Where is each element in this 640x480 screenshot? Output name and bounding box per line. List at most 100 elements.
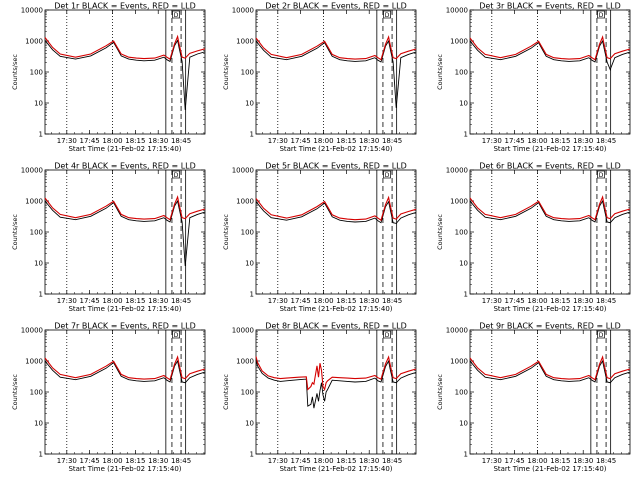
chart-title: Det 7r BLACK = Events, RED = LLD [54,322,196,331]
y-tick-label: 100 [455,229,468,237]
chart-title: Det 6r BLACK = Events, RED = LLD [479,162,621,171]
chart-title: Det 4r BLACK = Events, RED = LLD [54,162,196,171]
x-tick-label: 17:30 [268,297,288,305]
x-tick-label: 17:45 [291,457,311,465]
x-tick-label: 18:15 [550,137,570,145]
series-events-line [44,199,206,267]
y-tick-label: 10 [459,260,468,268]
y-axis-label: Counts/sec [11,214,19,250]
y-tick-label: 1000 [236,38,254,46]
series-events-line [44,359,206,384]
y-tick-label: 1 [39,451,43,459]
y-tick-label: 10 [34,100,43,108]
chart-title: Det 8r BLACK = Events, RED = LLD [265,322,407,331]
x-tick-label: 17:45 [505,297,525,305]
x-tick-label: 18:00 [102,457,122,465]
panel-det-2: Det 2r BLACK = Events, RED = LLD 1 10 100 10… [222,2,417,153]
y-tick-label: 100 [241,69,254,77]
marker-box [172,10,180,19]
y-tick-label: 10000 [232,167,254,175]
chart-title: Det 3r BLACK = Events, RED = LLD [479,2,621,11]
x-tick-label: 17:30 [57,137,77,145]
y-tick-label: 1 [39,131,43,139]
marker-box [597,170,605,179]
y-tick-label: 100 [455,389,468,397]
marker-label: D [385,172,390,179]
y-tick-label: 1000 [236,358,254,366]
y-tick-label: 1000 [450,198,468,206]
panel-det-1: Det 1r BLACK = Events, RED = LLD 1 10 100 10… [11,2,206,153]
y-tick-label: 1 [250,291,254,299]
x-tick-label: 18:00 [527,297,547,305]
x-tick-label: 17:30 [268,457,288,465]
x-tick-label: 18:45 [596,297,616,305]
y-tick-label: 1 [464,451,468,459]
chart-title: Det 9r BLACK = Events, RED = LLD [479,322,621,331]
x-tick-label: 18:00 [527,457,547,465]
y-tick-label: 10 [34,420,43,428]
y-tick-label: 10000 [21,327,43,335]
y-tick-label: 100 [30,389,43,397]
x-tick-label: 18:30 [573,297,593,305]
marker-box [597,330,605,339]
series-lld-line [469,355,631,381]
x-axis-label: Start Time (21-Feb-02 17:15:40) [493,465,606,473]
y-tick-label: 10 [245,260,254,268]
x-tick-label: 18:45 [596,137,616,145]
x-tick-label: 18:45 [382,137,402,145]
y-tick-label: 100 [30,229,43,237]
y-tick-label: 10000 [446,327,468,335]
x-tick-label: 18:30 [359,137,379,145]
x-tick-label: 17:45 [80,137,100,145]
x-tick-label: 18:00 [313,137,333,145]
y-tick-label: 1000 [25,38,43,46]
marker-box [172,330,180,339]
x-tick-label: 17:30 [482,297,502,305]
y-tick-label: 10 [245,420,254,428]
x-tick-label: 17:30 [482,137,502,145]
panel-det-8: Det 8r BLACK = Events, RED = LLD 1 10 100 10… [222,322,417,473]
series-lld-line [44,355,206,381]
x-tick-label: 18:45 [596,457,616,465]
panel-det-3: Det 3r BLACK = Events, RED = LLD 1 10 100 10… [436,2,631,153]
x-tick-label: 17:30 [482,457,502,465]
x-tick-label: 18:00 [313,457,333,465]
x-tick-label: 17:45 [291,137,311,145]
marker-box [597,10,605,19]
x-axis-label: Start Time (21-Feb-02 17:15:40) [68,145,181,153]
panel-det-9: Det 9r BLACK = Events, RED = LLD 1 10 100 10… [436,322,631,473]
y-tick-label: 100 [30,69,43,77]
series-lld-line [44,34,206,60]
y-axis-label: Counts/sec [11,374,19,410]
panel-det-6: Det 6r BLACK = Events, RED = LLD 1 10 100 10… [436,162,631,313]
marker-label: D [599,172,604,179]
series-lld-line [469,35,631,61]
marker-label: D [385,332,390,339]
x-tick-label: 18:15 [550,457,570,465]
x-tick-label: 18:45 [382,457,402,465]
y-tick-label: 100 [241,229,254,237]
chart-title: Det 5r BLACK = Events, RED = LLD [265,162,407,171]
x-tick-label: 18:30 [148,457,168,465]
x-tick-label: 18:30 [573,137,593,145]
series-lld-line [469,195,631,221]
x-tick-label: 18:15 [336,297,356,305]
y-axis-label: Counts/sec [222,214,230,250]
y-tick-label: 10 [34,260,43,268]
x-tick-label: 18:30 [359,457,379,465]
y-tick-label: 100 [241,389,254,397]
marker-label: D [385,12,390,19]
y-axis-label: Counts/sec [436,374,444,410]
y-tick-label: 10000 [21,7,43,15]
y-tick-label: 1 [250,451,254,459]
y-tick-label: 100 [455,69,468,77]
y-tick-label: 10000 [446,167,468,175]
y-tick-label: 10 [245,100,254,108]
series-events-line [44,39,206,110]
series-events-line [255,39,417,108]
y-tick-label: 1 [39,291,43,299]
chart-title: Det 2r BLACK = Events, RED = LLD [265,2,407,11]
marker-label: D [599,332,604,339]
y-tick-label: 10000 [232,327,254,335]
